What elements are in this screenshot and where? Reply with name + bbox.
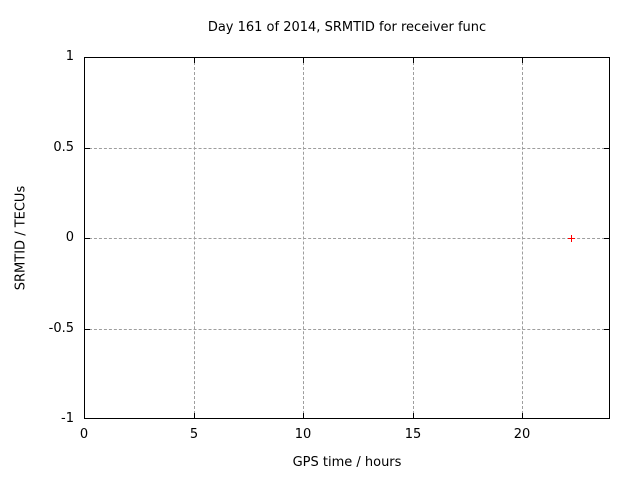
x-tick-mark-bottom — [303, 413, 304, 419]
x-tick-mark-top — [522, 57, 523, 63]
h-gridline — [84, 238, 610, 239]
x-tick-label: 20 — [513, 427, 531, 442]
y-tick-label: -0.5 — [48, 321, 74, 336]
x-tick-label: 15 — [404, 427, 422, 442]
x-axis-label: GPS time / hours — [292, 455, 402, 470]
h-gridline — [84, 329, 610, 330]
y-tick-label: 0 — [65, 230, 74, 245]
x-tick-mark-top — [303, 57, 304, 63]
x-tick-mark-bottom — [194, 413, 195, 419]
h-gridline — [84, 148, 610, 149]
data-point-marker — [571, 235, 572, 242]
y-tick-mark-left — [84, 329, 90, 330]
y-tick-mark-left — [84, 148, 90, 149]
y-tick-mark-right — [604, 148, 610, 149]
x-tick-mark-bottom — [413, 413, 414, 419]
y-tick-mark-left — [84, 238, 90, 239]
x-tick-label: 0 — [79, 427, 89, 442]
y-tick-label: 0.5 — [53, 140, 74, 155]
y-tick-label: -1 — [61, 411, 74, 426]
x-tick-mark-top — [413, 57, 414, 63]
y-tick-mark-right — [604, 238, 610, 239]
x-tick-mark-bottom — [522, 413, 523, 419]
y-tick-mark-right — [604, 329, 610, 330]
y-tick-label: 1 — [65, 49, 74, 64]
chart-title: Day 161 of 2014, SRMTID for receiver fun… — [207, 20, 487, 35]
x-tick-label: 10 — [294, 427, 312, 442]
x-tick-label: 5 — [189, 427, 199, 442]
x-tick-mark-top — [194, 57, 195, 63]
